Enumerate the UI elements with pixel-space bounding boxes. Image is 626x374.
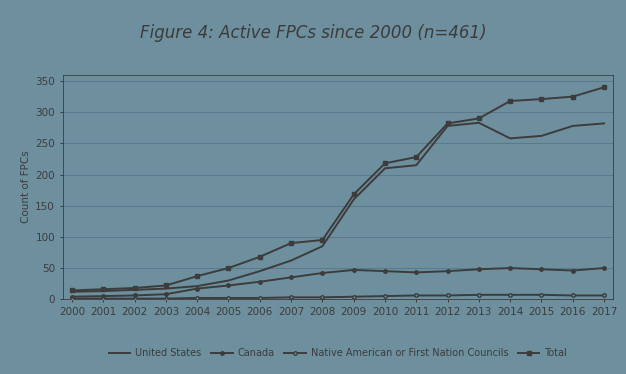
Text: Figure 4: Active FPCs since 2000 (n=461): Figure 4: Active FPCs since 2000 (n=461) bbox=[140, 24, 486, 42]
Legend: United States, Canada, Native American or First Nation Councils, Total: United States, Canada, Native American o… bbox=[105, 344, 571, 362]
Y-axis label: Count of FPCs: Count of FPCs bbox=[21, 151, 31, 223]
